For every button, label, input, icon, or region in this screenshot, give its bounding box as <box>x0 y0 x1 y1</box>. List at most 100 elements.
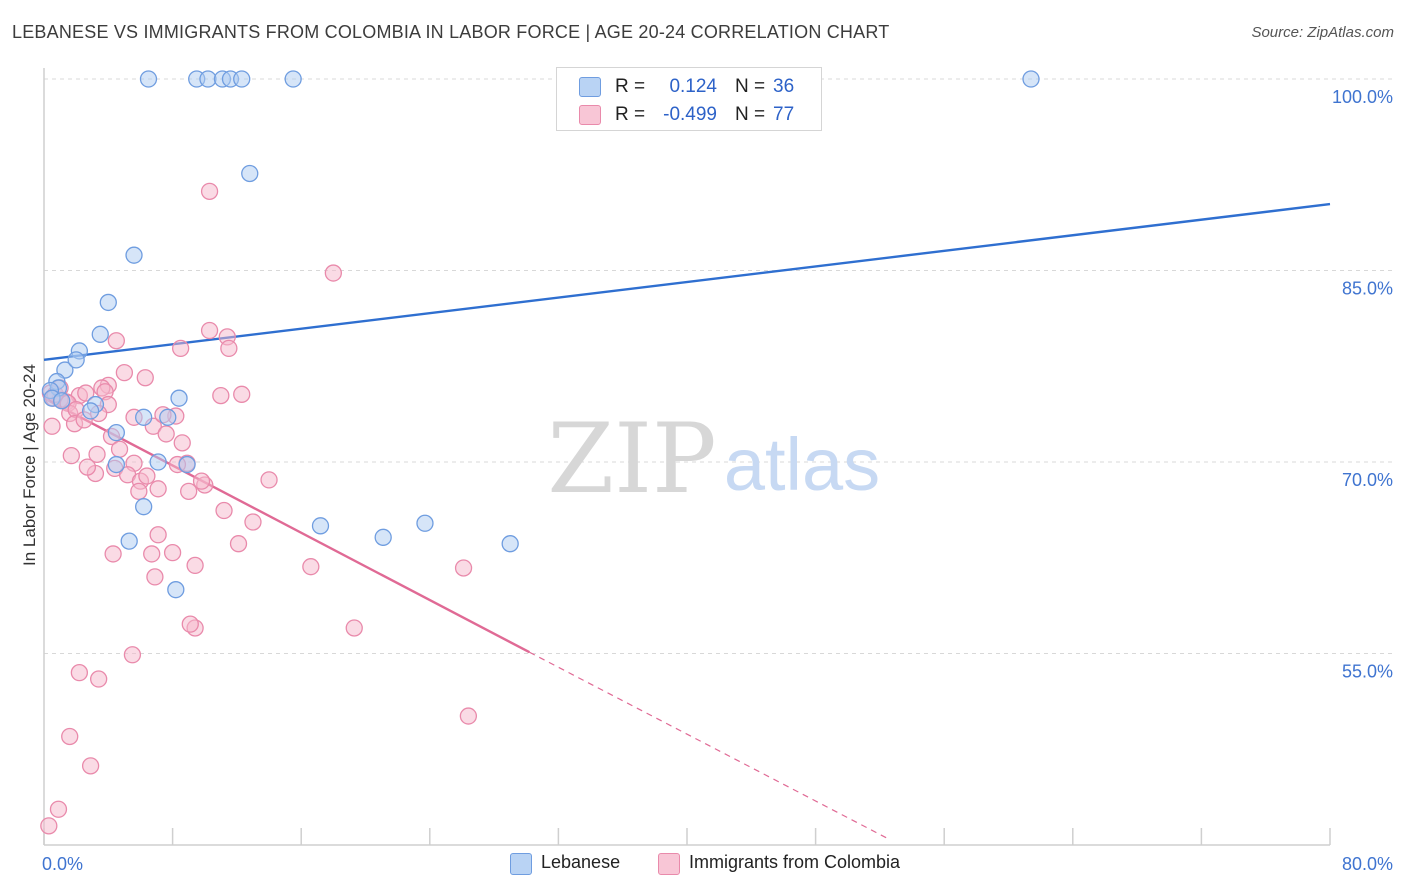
legend-row-lebanese: R = 0.124 N = 36 <box>557 72 821 102</box>
legend-label-colombia: Immigrants from Colombia <box>689 852 901 872</box>
data-point-lebanese <box>53 392 71 410</box>
data-point-colombia <box>215 501 233 520</box>
data-point-colombia <box>90 670 108 688</box>
legend-swatch-colombia <box>658 853 680 875</box>
data-point-lebanese <box>501 535 519 553</box>
data-point-lebanese <box>125 246 143 264</box>
legend-swatch-colombia <box>579 105 601 125</box>
data-point-colombia <box>233 385 251 403</box>
data-point-lebanese <box>178 455 196 474</box>
data-point-colombia <box>345 619 363 637</box>
data-point-lebanese <box>135 498 153 516</box>
legend-swatch-lebanese <box>579 77 601 97</box>
data-point-colombia <box>81 757 100 775</box>
data-point-colombia <box>77 384 95 402</box>
data-point-colombia <box>130 482 148 501</box>
legend-n-label: N = <box>735 104 766 125</box>
data-point-lebanese <box>170 389 188 407</box>
data-point-colombia <box>180 482 198 501</box>
data-point-colombia <box>459 707 478 725</box>
stats-legend: R = 0.124 N = 36 R = -0.499 N = 77 <box>556 67 822 131</box>
data-point-colombia <box>200 182 219 200</box>
data-point-lebanese <box>135 408 153 426</box>
legend-n-value: 36 <box>773 76 795 97</box>
y-tick-label: 85.0% <box>1342 279 1393 299</box>
trend-line <box>43 397 531 654</box>
data-point-colombia <box>88 445 106 463</box>
legend-r-label: R = <box>615 76 646 97</box>
data-point-colombia <box>149 480 167 498</box>
data-point-lebanese <box>311 517 330 535</box>
gridlines <box>44 78 1394 654</box>
trend-line <box>43 202 1331 362</box>
data-point-lebanese <box>284 70 302 88</box>
data-point-colombia <box>163 543 182 562</box>
data-point-colombia <box>186 556 204 575</box>
data-point-lebanese <box>99 293 117 312</box>
data-point-lebanese <box>159 408 177 426</box>
legend-row-colombia: R = -0.499 N = 77 <box>557 100 821 130</box>
data-point-lebanese <box>167 581 185 599</box>
data-point-colombia <box>143 545 161 563</box>
data-point-colombia <box>62 446 80 465</box>
data-point-colombia <box>43 417 61 435</box>
data-point-colombia <box>244 513 262 531</box>
data-point-colombia <box>212 386 230 405</box>
watermark: ZIP atlas <box>547 403 880 515</box>
data-point-colombia <box>136 369 154 387</box>
legend-label-lebanese: Lebanese <box>541 852 621 872</box>
data-point-lebanese <box>107 423 125 442</box>
data-point-colombia <box>192 472 211 490</box>
data-point-lebanese <box>149 453 167 471</box>
data-point-colombia <box>173 434 191 452</box>
data-point-colombia <box>49 800 68 818</box>
data-point-colombia <box>138 467 156 485</box>
data-point-colombia <box>260 471 278 489</box>
trend-lines <box>43 202 1331 840</box>
source-label: Source: ZipAtlas.com <box>1251 24 1394 41</box>
legend-n-value: 77 <box>773 104 795 125</box>
data-point-lebanese <box>374 528 392 546</box>
data-point-colombia <box>200 321 219 340</box>
legend-r-value: -0.499 <box>663 104 717 125</box>
data-point-lebanese <box>139 70 158 88</box>
data-point-colombia <box>220 339 238 358</box>
watermark-zip: ZIP <box>547 403 716 515</box>
data-point-lebanese <box>91 325 109 343</box>
data-point-colombia <box>40 817 58 835</box>
data-point-colombia <box>104 545 122 563</box>
tick-labels: 55.0% 70.0% 85.0% 100.0% 0.0% 80.0% <box>42 87 1393 874</box>
data-point-colombia <box>115 363 134 382</box>
watermark-atlas: atlas <box>724 423 880 506</box>
axes <box>43 68 1331 846</box>
legend-n-label: N = <box>735 76 766 97</box>
legend-r-value: 0.124 <box>669 76 717 97</box>
data-point-colombia <box>70 664 89 682</box>
data-point-colombia <box>157 425 175 443</box>
data-point-colombia <box>123 646 142 664</box>
data-point-colombia <box>61 727 79 746</box>
data-point-lebanese <box>1022 70 1040 88</box>
data-point-colombia <box>171 339 190 358</box>
data-point-lebanese <box>416 514 434 532</box>
legend-swatch-lebanese <box>510 853 532 875</box>
data-point-lebanese <box>107 455 125 474</box>
data-point-lebanese <box>120 532 138 550</box>
data-point-colombia <box>302 558 320 576</box>
data-point-lebanese <box>81 402 100 420</box>
y-tick-label: 70.0% <box>1342 470 1393 490</box>
x-tick-label: 0.0% <box>42 854 83 874</box>
data-points <box>40 70 1040 835</box>
data-point-lebanese <box>241 164 259 183</box>
data-point-colombia <box>107 332 125 350</box>
y-tick-label: 100.0% <box>1332 87 1393 107</box>
data-point-colombia <box>324 264 343 282</box>
data-point-colombia <box>110 440 129 458</box>
data-point-lebanese <box>199 70 217 88</box>
data-point-colombia <box>149 526 167 544</box>
data-point-lebanese <box>233 70 251 88</box>
data-point-colombia <box>78 458 97 476</box>
x-tick-label: 80.0% <box>1342 854 1393 874</box>
data-point-colombia <box>146 568 164 586</box>
